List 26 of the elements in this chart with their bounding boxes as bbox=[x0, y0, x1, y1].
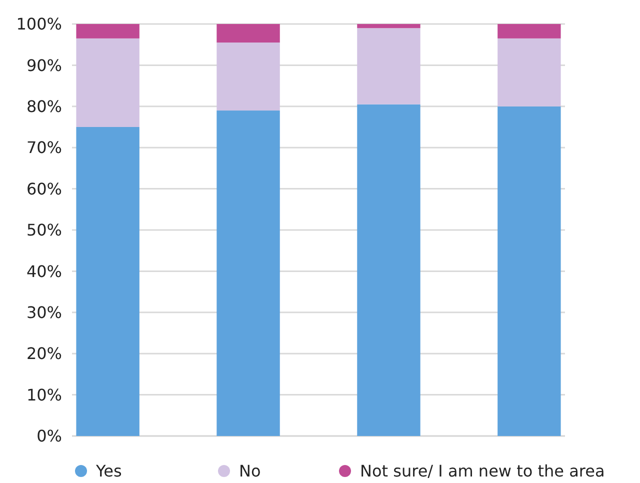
y-tick-label: 90% bbox=[26, 56, 62, 75]
y-tick-label: 40% bbox=[26, 262, 62, 281]
bar bbox=[498, 38, 561, 106]
bar bbox=[498, 106, 561, 436]
y-tick-label: 20% bbox=[26, 344, 62, 364]
bar bbox=[357, 104, 420, 436]
bar bbox=[216, 110, 280, 436]
bar bbox=[357, 24, 420, 28]
y-tick-label: 80% bbox=[26, 97, 62, 116]
y-tick-label: 70% bbox=[26, 138, 62, 158]
legend-label: No bbox=[239, 462, 261, 481]
y-tick-label: 0% bbox=[36, 426, 62, 446]
bar bbox=[357, 28, 420, 104]
y-tick-label: 100% bbox=[16, 14, 62, 34]
bar bbox=[498, 24, 561, 38]
bar bbox=[216, 24, 280, 43]
legend-label: Not sure/ I am new to the area bbox=[360, 462, 605, 481]
y-tick-label: 30% bbox=[26, 303, 62, 322]
bar bbox=[76, 127, 140, 436]
y-tick-label: 50% bbox=[26, 220, 62, 240]
bar bbox=[76, 38, 140, 127]
legend-label: Yes bbox=[95, 462, 122, 481]
bar bbox=[216, 42, 280, 111]
y-tick-label: 10% bbox=[26, 385, 62, 404]
bar bbox=[76, 24, 140, 38]
y-tick-label: 60% bbox=[26, 179, 62, 198]
